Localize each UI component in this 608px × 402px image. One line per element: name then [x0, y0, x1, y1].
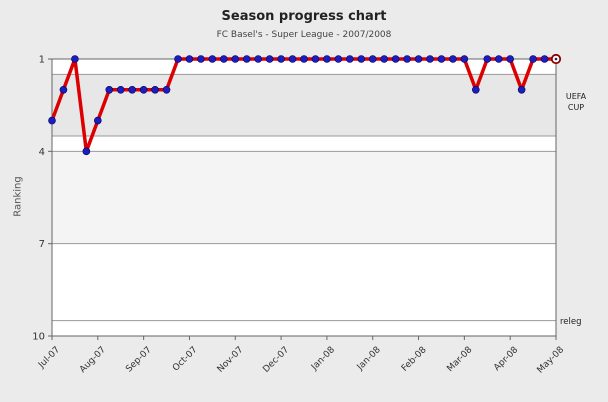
data-point: [162, 85, 171, 94]
data-point: [449, 55, 457, 63]
x-tick-label: Dec-07: [261, 345, 291, 375]
data-point: [220, 55, 228, 63]
relegation-zone-label: releg: [560, 317, 582, 327]
data-point: [265, 55, 274, 63]
data-point: [82, 147, 91, 156]
data-point: [116, 85, 125, 94]
x-tick-label: Sep-07: [124, 345, 153, 374]
data-point: [460, 55, 469, 63]
data-point: [437, 55, 446, 63]
final-data-point-center: [554, 57, 558, 61]
data-point: [277, 55, 285, 63]
mid-band: [52, 151, 556, 244]
data-point: [414, 55, 423, 63]
data-point: [94, 116, 102, 125]
data-point: [494, 55, 503, 63]
data-point: [483, 55, 492, 63]
data-point: [242, 55, 251, 63]
data-point: [59, 85, 68, 94]
data-point: [174, 55, 182, 63]
data-point: [368, 55, 377, 63]
data-point: [529, 55, 537, 63]
data-point: [311, 55, 320, 63]
data-point: [334, 55, 343, 63]
x-tick-label: Jan-08: [309, 345, 337, 373]
chart-subtitle: FC Basel's - Super League - 2007/2008: [216, 30, 392, 40]
data-point: [472, 85, 480, 94]
data-point: [185, 55, 194, 63]
data-point: [128, 85, 136, 94]
data-point: [197, 55, 205, 63]
x-tick-label: Apr-08: [492, 345, 520, 373]
data-point: [71, 55, 79, 63]
data-point: [231, 55, 240, 63]
data-point: [426, 55, 434, 63]
data-point: [517, 85, 526, 94]
data-point: [346, 55, 354, 63]
uefa-cup-band: [52, 74, 556, 136]
data-point: [254, 55, 262, 63]
data-point: [506, 55, 514, 63]
x-tick-label: Oct-07: [171, 345, 199, 373]
y-tick-label: 4: [39, 147, 45, 158]
data-point: [380, 55, 388, 63]
data-point: [288, 55, 297, 63]
y-tick-label: 7: [39, 239, 45, 250]
data-point: [403, 55, 411, 63]
data-point: [357, 55, 366, 63]
x-tick-label: Nov-07: [216, 345, 246, 375]
data-point: [151, 85, 159, 94]
chart-title: Season progress chart: [221, 9, 387, 24]
data-point: [105, 85, 114, 94]
data-point: [139, 85, 148, 94]
x-tick-label: Feb-08: [400, 345, 429, 374]
data-point: [540, 55, 549, 63]
data-point: [323, 55, 331, 63]
data-point: [300, 55, 308, 63]
y-tick-label: 10: [32, 332, 45, 343]
data-point: [48, 116, 56, 125]
y-tick-label: 1: [39, 55, 45, 66]
data-point: [391, 55, 400, 63]
x-tick-label: Jul-07: [36, 345, 62, 371]
x-tick-label: Jan-08: [355, 345, 383, 373]
x-tick-label: May-08: [536, 345, 567, 376]
uefa-cup-zone-label: UEFA CUP: [565, 92, 587, 112]
data-point: [208, 55, 217, 63]
x-tick-label: Aug-07: [78, 345, 108, 375]
x-tick-label: Mar-08: [445, 345, 474, 374]
